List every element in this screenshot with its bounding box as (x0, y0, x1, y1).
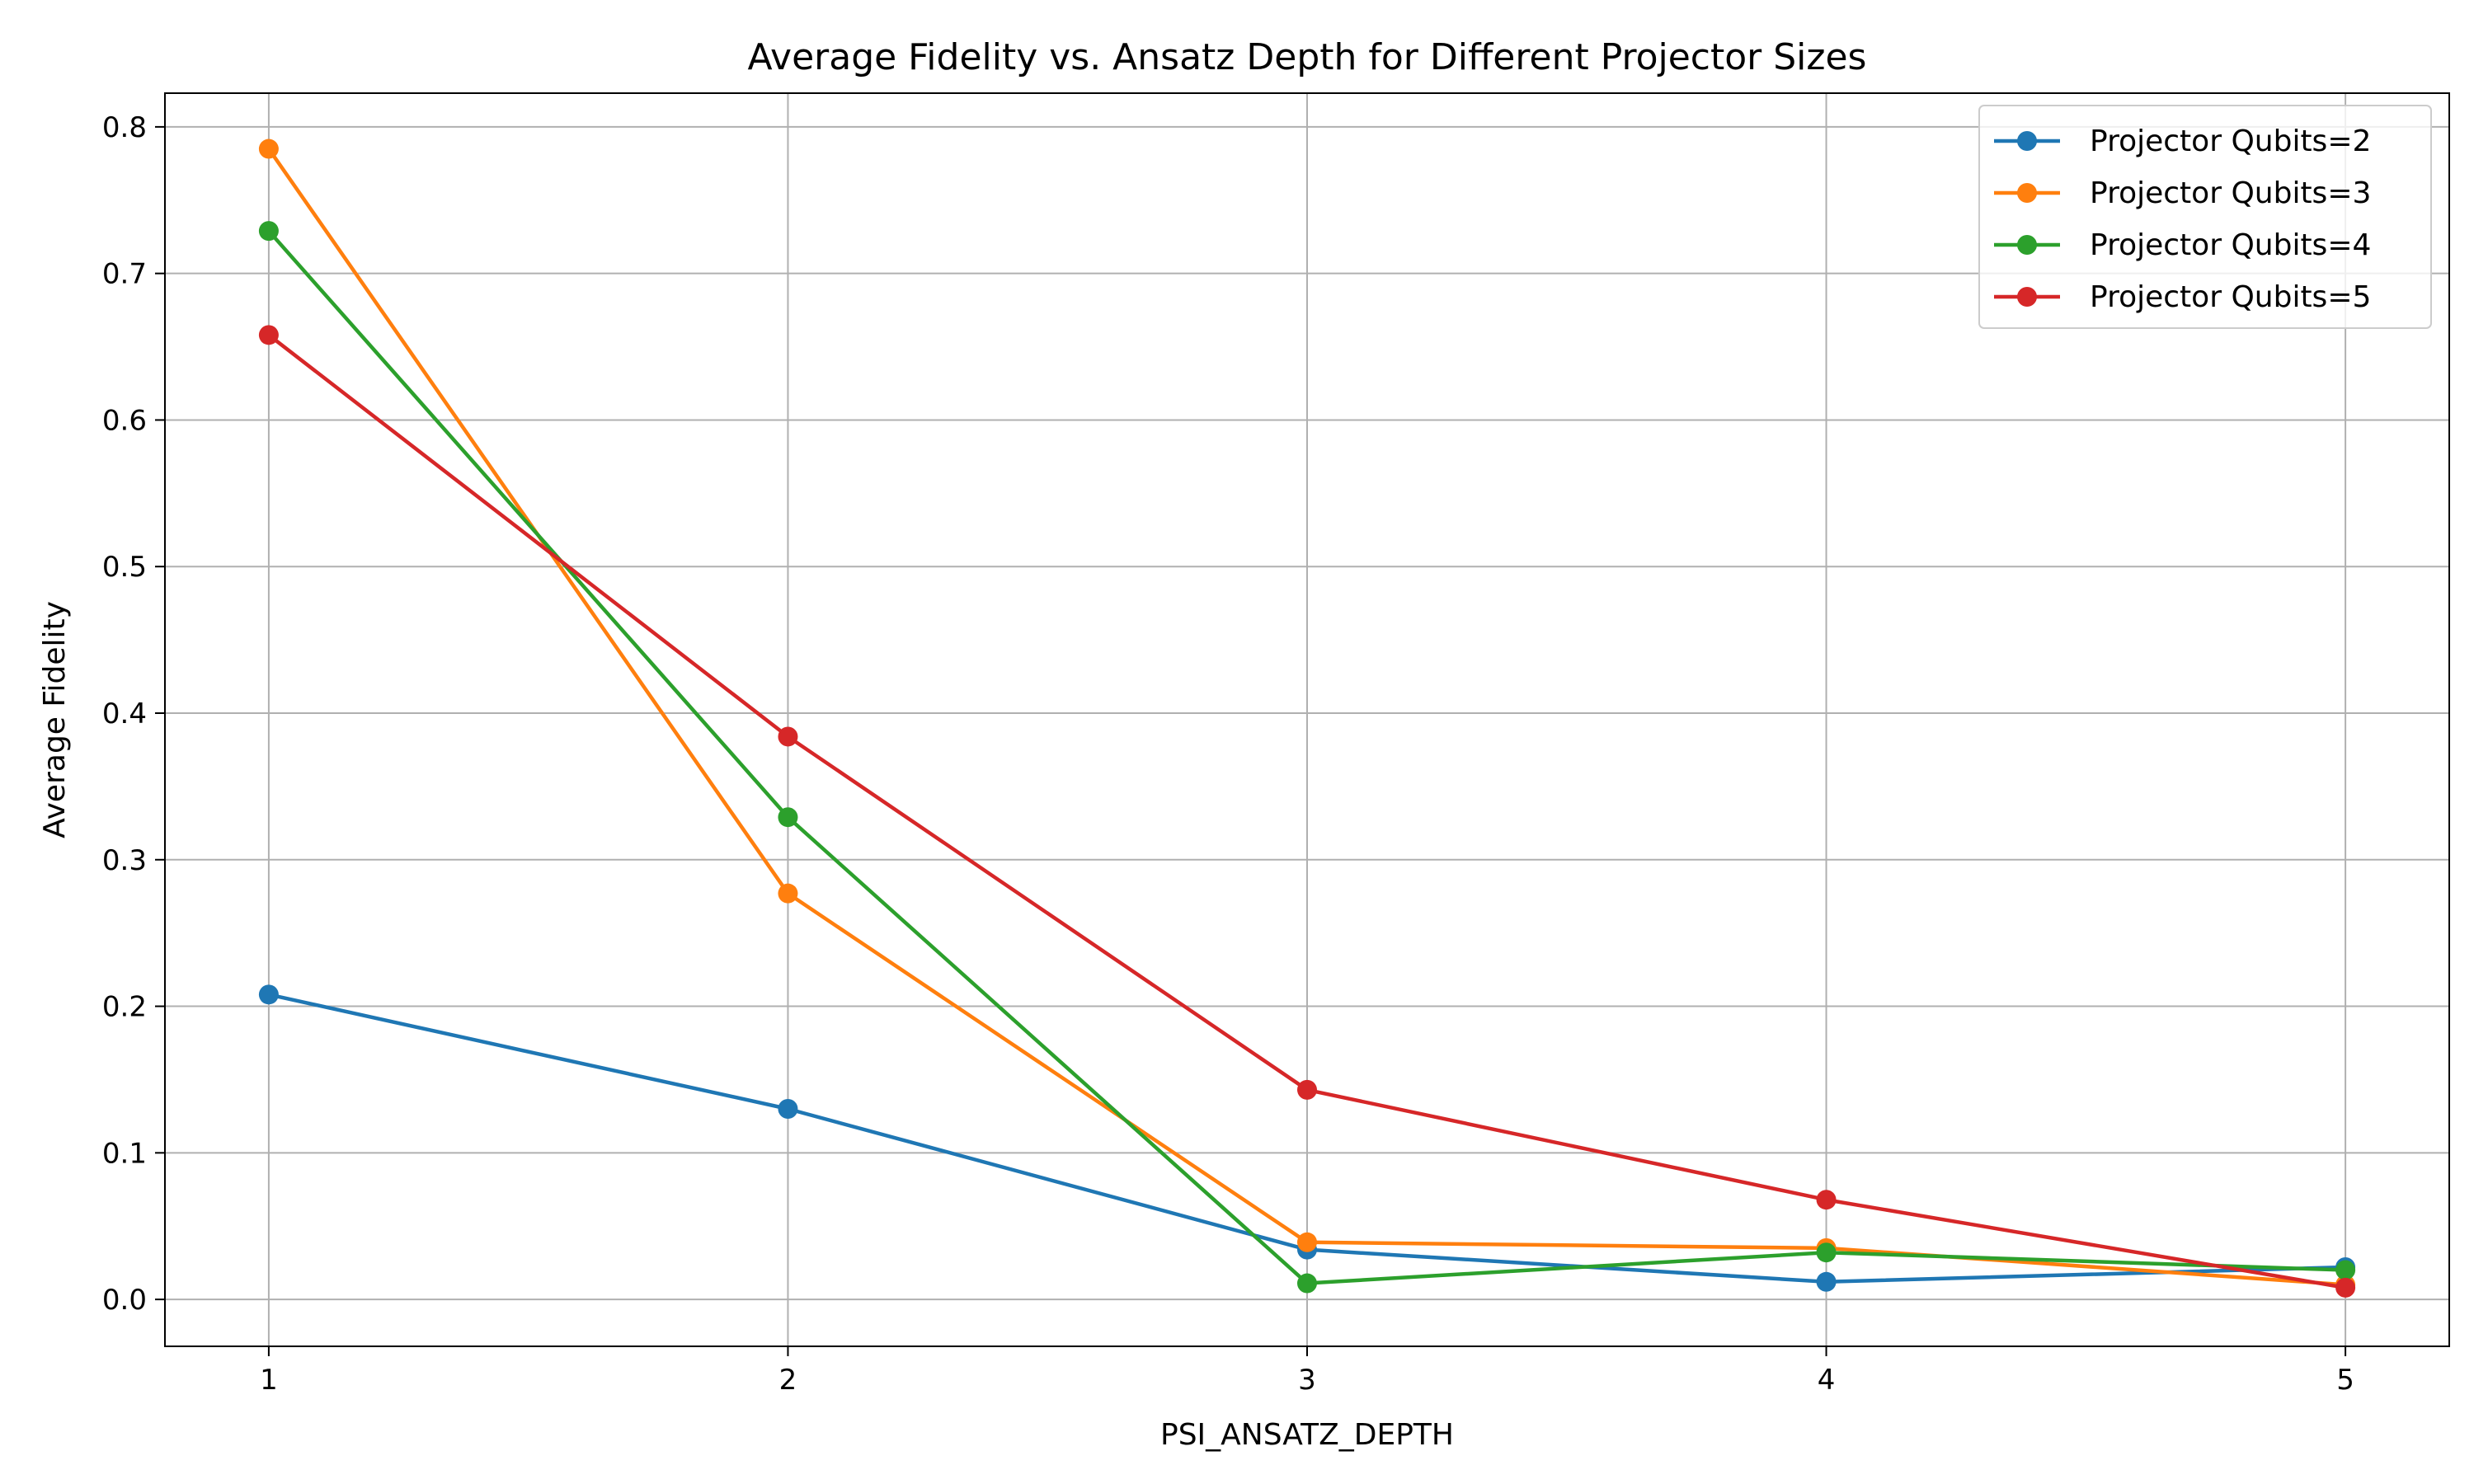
data-point (2335, 1277, 2356, 1298)
legend-label: Projector Qubits=3 (2090, 176, 2371, 210)
legend-marker (2017, 131, 2037, 151)
data-point (1816, 1242, 1837, 1263)
data-point (258, 139, 279, 159)
data-point (1816, 1190, 1837, 1210)
legend-entry: Projector Qubits=5 (1994, 280, 2371, 314)
y-tick-label: 0.7 (102, 258, 147, 291)
data-point (2335, 1260, 2356, 1280)
y-tick-label: 0.8 (102, 111, 147, 144)
data-point (1297, 1232, 1317, 1252)
data-point (778, 1099, 798, 1119)
data-point (1816, 1271, 1837, 1292)
axis-ticks: 1 2 3 4 5 0.0 0.1 0.2 0.3 0.4 0.5 0.6 0.7 0.8 (102, 111, 2354, 1397)
legend-marker (2017, 287, 2037, 307)
series-3 (258, 221, 2356, 1294)
data-point (778, 883, 798, 904)
y-tick-label: 0.6 (102, 404, 147, 437)
y-axis-label: Average Fidelity (38, 601, 72, 838)
y-tick-label: 0.1 (102, 1137, 147, 1170)
x-tick-label: 2 (779, 1364, 797, 1397)
x-tick-label: 3 (1298, 1364, 1316, 1397)
grid-lines (165, 93, 2449, 1346)
data-point (778, 726, 798, 747)
y-tick-label: 0.0 (102, 1284, 147, 1317)
y-tick-label: 0.2 (102, 991, 147, 1024)
data-point (778, 807, 798, 828)
data-point (258, 325, 279, 345)
x-axis-label: PSI_ANSATZ_DEPTH (1160, 1418, 1454, 1452)
legend-label: Projector Qubits=2 (2090, 124, 2371, 158)
y-tick-label: 0.4 (102, 697, 147, 730)
data-point (1297, 1079, 1317, 1100)
legend-entry: Projector Qubits=2 (1994, 124, 2371, 158)
data-point (258, 221, 279, 242)
y-tick-label: 0.3 (102, 844, 147, 877)
legend-marker (2017, 183, 2037, 203)
plot-series (258, 139, 2356, 1298)
x-tick-label: 5 (2336, 1364, 2354, 1397)
data-point (1297, 1273, 1317, 1294)
legend-entry: Projector Qubits=3 (1994, 176, 2371, 210)
legend-marker (2017, 235, 2037, 255)
chart-title: Average Fidelity vs. Ansatz Depth for Di… (748, 36, 1867, 78)
x-tick-label: 4 (1818, 1364, 1836, 1397)
data-point (258, 984, 279, 1005)
legend-box (1978, 105, 2432, 329)
y-tick-label: 0.5 (102, 551, 147, 584)
legend-label: Projector Qubits=4 (2090, 228, 2371, 262)
legend-label: Projector Qubits=5 (2090, 280, 2371, 314)
legend: Projector Qubits=2 Projector Qubits=3 Proj… (1978, 105, 2432, 329)
legend-entry: Projector Qubits=4 (1994, 228, 2371, 262)
x-tick-label: 1 (260, 1364, 278, 1397)
series-4 (258, 325, 2356, 1298)
